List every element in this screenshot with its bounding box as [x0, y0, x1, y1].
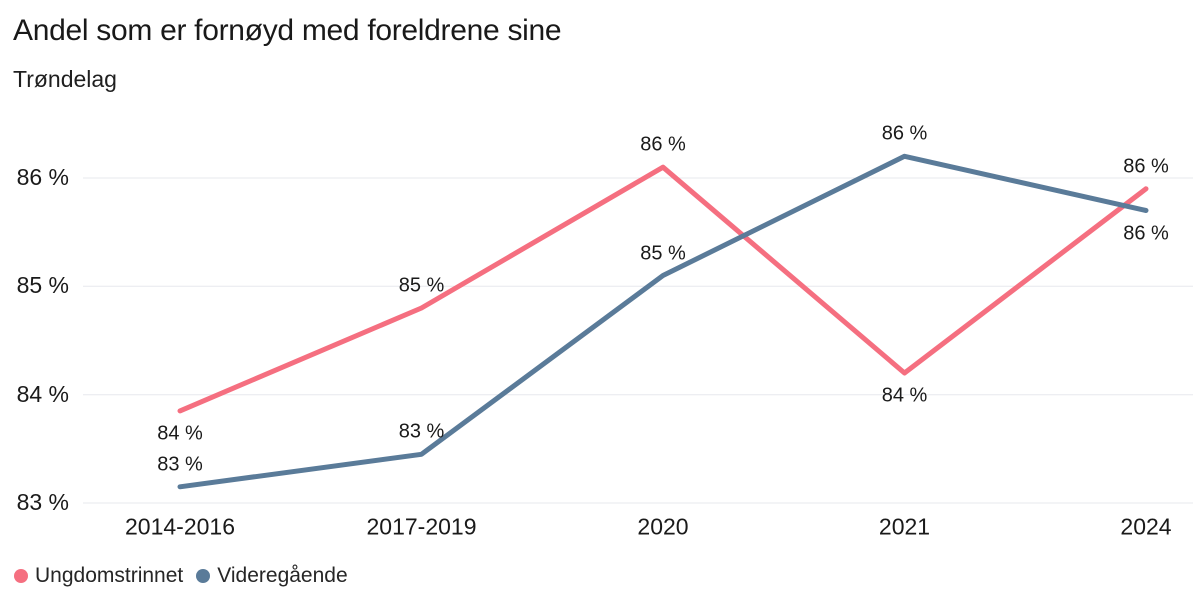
data-label: 83 % — [398, 420, 445, 443]
legend-item-videregaende[interactable]: Videregående — [196, 564, 348, 588]
data-label: 86 % — [881, 122, 928, 145]
data-label: 84 % — [881, 384, 928, 407]
data-label: 85 % — [640, 242, 686, 264]
chart-subtitle: Trøndelag — [13, 66, 117, 92]
legend-label-videregaende: Videregående — [217, 564, 348, 587]
legend-item-ungdomstrinnet[interactable]: Ungdomstrinnet — [14, 564, 183, 588]
series-line-videregående[interactable] — [177, 153, 1149, 490]
x-tick-label: 2017-2019 — [366, 513, 477, 540]
y-tick-label: 85 % — [16, 272, 69, 299]
data-label: 86 % — [640, 133, 686, 156]
legend-label-ungdomstrinnet: Ungdomstrinnet — [35, 564, 184, 587]
data-label: 86 % — [1123, 155, 1169, 178]
legend: Ungdomstrinnet Videregående — [14, 564, 348, 588]
x-tick-label: 2021 — [878, 513, 931, 540]
data-label: 86 % — [1123, 222, 1169, 244]
legend-dot-videregaende — [196, 569, 211, 583]
data-label: 84 % — [157, 422, 203, 445]
chart-title: Andel som er fornøyd med foreldrene sine — [13, 14, 562, 47]
legend-dot-ungdomstrinnet — [14, 569, 28, 583]
data-label: 85 % — [398, 274, 445, 297]
y-tick-label: 83 % — [16, 488, 69, 515]
data-label: 83 % — [157, 453, 203, 476]
series-line-ungdomstrinnet[interactable] — [177, 164, 1149, 414]
x-tick-label: 2024 — [1120, 513, 1172, 540]
y-tick-label: 84 % — [16, 380, 69, 407]
x-tick-label: 2020 — [637, 513, 689, 540]
y-tick-label: 86 % — [16, 163, 69, 190]
x-tick-label: 2014-2016 — [125, 513, 235, 540]
